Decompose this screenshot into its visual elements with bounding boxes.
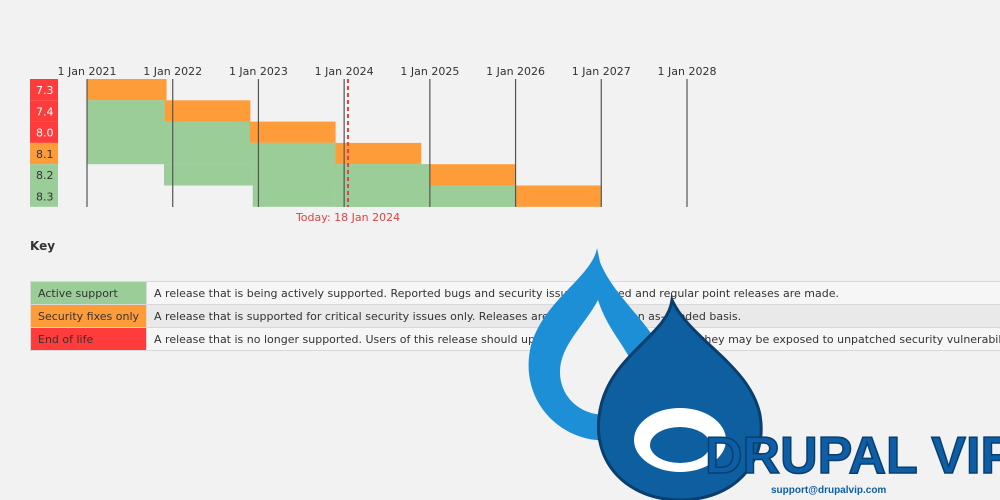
x-tick-label-2: 1 Jan 2023: [229, 65, 288, 78]
release-label-bg-8.0: [30, 121, 58, 143]
security-bar-8.3: [515, 185, 602, 207]
security-bar-7.3: [87, 79, 167, 101]
active-fill-8.1: [163, 142, 336, 165]
active-fill-8.2: [252, 164, 430, 186]
security-bar-7.4: [164, 100, 251, 122]
logo-name: DRUPAL VIP: [705, 427, 1000, 485]
release-label-8.3: 8.3: [36, 191, 54, 204]
key-label-security: Security fixes only: [29, 304, 148, 328]
release-label-7.4: 7.4: [36, 105, 54, 118]
release-label-bg-7.4: [30, 100, 58, 122]
php-support-chart: 7.3 7.4 8.0 8.1 8.2 8.3 1 Jan 2021 1 Jan 2022 1 …: [30, 65, 717, 224]
drupal-vip-logo: DRUPAL VIP support@drupalvip.com: [528, 248, 1000, 500]
x-tick-label-1: 1 Jan 2022: [143, 65, 202, 78]
release-label-bg-8.2: [30, 164, 58, 186]
x-tick-label-0: 1 Jan 2021: [58, 65, 117, 78]
release-label-8.1: 8.1: [36, 148, 54, 161]
active-overlap-8.1: [163, 164, 253, 186]
x-tick-label-7: 1 Jan 2028: [658, 65, 717, 78]
x-tick-label-4: 1 Jan 2025: [400, 65, 459, 78]
release-label-8.0: 8.0: [36, 127, 54, 140]
release-label-bg-8.1: [30, 142, 58, 165]
key-label-active: Active support: [29, 281, 148, 305]
active-overlap-8.2: [252, 185, 335, 207]
active-fill-8.0: [87, 121, 250, 143]
drupal-face-shadow-icon: [650, 427, 710, 463]
release-label-bg-7.3: [30, 79, 58, 101]
x-tick-label-3: 1 Jan 2024: [315, 65, 374, 78]
release-label-bg-8.3: [30, 185, 58, 207]
logo-email: support@drupalvip.com: [771, 485, 886, 496]
key-title: Key: [30, 239, 56, 253]
key-label-eol: End of life: [29, 327, 148, 351]
today-label: Today: 18 Jan 2024: [295, 211, 400, 224]
active-overlap-8.0: [87, 142, 164, 165]
x-tick-label-6: 1 Jan 2027: [572, 65, 631, 78]
release-label-8.2: 8.2: [36, 169, 54, 182]
security-bar-8.1: [335, 142, 422, 165]
release-label-7.3: 7.3: [36, 84, 54, 97]
security-bar-8.2: [429, 164, 516, 186]
security-bar-8.0: [249, 121, 336, 143]
active-fill-7.4: [87, 100, 165, 122]
x-tick-label-5: 1 Jan 2026: [486, 65, 545, 78]
active-fill-8.3: [334, 185, 516, 207]
